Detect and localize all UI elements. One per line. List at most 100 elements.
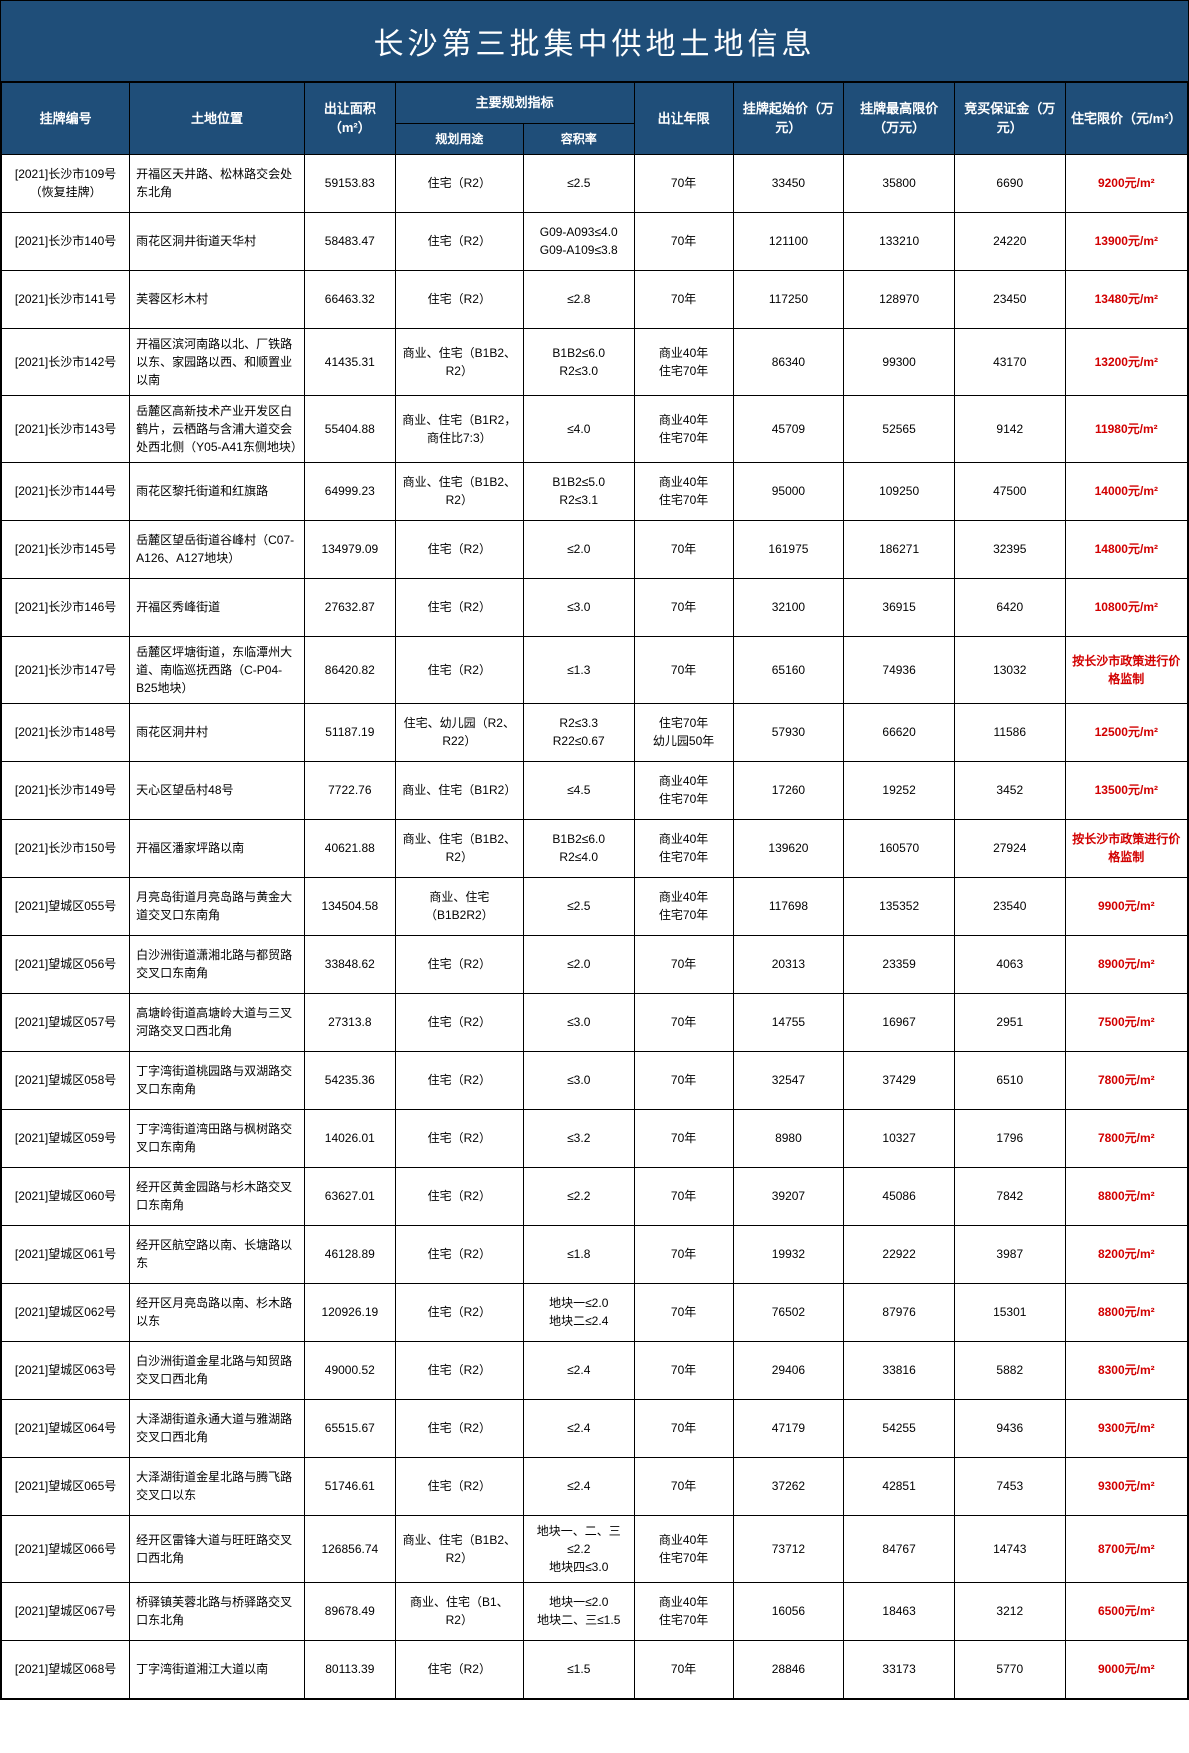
cell-area: 14026.01 — [304, 1109, 395, 1167]
cell-area: 89678.49 — [304, 1582, 395, 1640]
cell-term: 70年 — [634, 1225, 733, 1283]
cell-area: 49000.52 — [304, 1341, 395, 1399]
cell-id: [2021]望城区067号 — [2, 1582, 130, 1640]
cell-max: 109250 — [844, 462, 955, 520]
header-limit-price: 住宅限价（元/m²） — [1065, 83, 1187, 155]
cell-price: 8800元/m² — [1065, 1167, 1187, 1225]
table-row: [2021]望城区055号月亮岛街道月亮岛路与黄金大道交叉口东南角134504.… — [2, 877, 1188, 935]
cell-term: 商业40年住宅70年 — [634, 1582, 733, 1640]
cell-start: 65160 — [733, 636, 844, 703]
cell-term: 70年 — [634, 154, 733, 212]
cell-use: 商业、住宅（B1、R2） — [395, 1582, 523, 1640]
cell-id: [2021]长沙市141号 — [2, 270, 130, 328]
cell-use: 住宅（R2） — [395, 1225, 523, 1283]
cell-far: ≤3.0 — [523, 1051, 634, 1109]
cell-far: ≤2.4 — [523, 1399, 634, 1457]
cell-use: 住宅（R2） — [395, 1283, 523, 1341]
table-row: [2021]长沙市143号岳麓区高新技术产业开发区白鹤片，云栖路与含浦大道交会处… — [2, 395, 1188, 462]
cell-term: 70年 — [634, 1109, 733, 1167]
cell-max: 18463 — [844, 1582, 955, 1640]
cell-area: 80113.39 — [304, 1640, 395, 1698]
cell-location: 雨花区洞井街道天华村 — [130, 212, 305, 270]
cell-deposit: 3987 — [954, 1225, 1065, 1283]
cell-price: 13500元/m² — [1065, 761, 1187, 819]
header-location: 土地位置 — [130, 83, 305, 155]
cell-deposit: 6510 — [954, 1051, 1065, 1109]
cell-location: 雨花区洞井村 — [130, 703, 305, 761]
cell-location: 经开区雷锋大道与旺旺路交叉口西北角 — [130, 1515, 305, 1582]
header-use: 规划用途 — [395, 123, 523, 154]
cell-use: 商业、住宅（B1B2、R2） — [395, 1515, 523, 1582]
cell-price: 8300元/m² — [1065, 1341, 1187, 1399]
cell-deposit: 6420 — [954, 578, 1065, 636]
cell-deposit: 27924 — [954, 819, 1065, 877]
cell-term: 70年 — [634, 935, 733, 993]
cell-max: 66620 — [844, 703, 955, 761]
cell-price: 9000元/m² — [1065, 1640, 1187, 1698]
cell-location: 岳麓区高新技术产业开发区白鹤片，云栖路与含浦大道交会处西北侧（Y05-A41东侧… — [130, 395, 305, 462]
cell-price: 11980元/m² — [1065, 395, 1187, 462]
cell-location: 大泽湖街道永通大道与雅湖路交叉口西北角 — [130, 1399, 305, 1457]
cell-location: 天心区望岳村48号 — [130, 761, 305, 819]
cell-max: 42851 — [844, 1457, 955, 1515]
cell-term: 商业40年住宅70年 — [634, 328, 733, 395]
table-row: [2021]长沙市147号岳麓区坪塘街道，东临潭州大道、南临巡抚西路（C-P04… — [2, 636, 1188, 703]
cell-far: ≤1.8 — [523, 1225, 634, 1283]
cell-term: 70年 — [634, 636, 733, 703]
cell-location: 白沙洲街道潇湘北路与都贸路交叉口东南角 — [130, 935, 305, 993]
cell-max: 37429 — [844, 1051, 955, 1109]
cell-price: 9300元/m² — [1065, 1399, 1187, 1457]
cell-deposit: 43170 — [954, 328, 1065, 395]
cell-use: 住宅、幼儿园（R2、R22） — [395, 703, 523, 761]
cell-max: 135352 — [844, 877, 955, 935]
cell-price: 13480元/m² — [1065, 270, 1187, 328]
table-row: [2021]长沙市148号雨花区洞井村51187.19住宅、幼儿园（R2、R22… — [2, 703, 1188, 761]
cell-term: 70年 — [634, 520, 733, 578]
cell-max: 87976 — [844, 1283, 955, 1341]
cell-deposit: 9436 — [954, 1399, 1065, 1457]
cell-area: 27313.8 — [304, 993, 395, 1051]
cell-far: B1B2≤5.0R2≤3.1 — [523, 462, 634, 520]
cell-max: 23359 — [844, 935, 955, 993]
cell-deposit: 2951 — [954, 993, 1065, 1051]
cell-id: [2021]望城区059号 — [2, 1109, 130, 1167]
cell-far: ≤2.2 — [523, 1167, 634, 1225]
cell-price: 8900元/m² — [1065, 935, 1187, 993]
cell-start: 29406 — [733, 1341, 844, 1399]
cell-max: 35800 — [844, 154, 955, 212]
cell-location: 开福区秀峰街道 — [130, 578, 305, 636]
cell-start: 76502 — [733, 1283, 844, 1341]
cell-term: 70年 — [634, 1640, 733, 1698]
cell-max: 133210 — [844, 212, 955, 270]
cell-start: 33450 — [733, 154, 844, 212]
cell-id: [2021]长沙市145号 — [2, 520, 130, 578]
cell-deposit: 7453 — [954, 1457, 1065, 1515]
cell-term: 商业40年住宅70年 — [634, 1515, 733, 1582]
table-row: [2021]长沙市150号开福区潘家坪路以南40621.88商业、住宅（B1B2… — [2, 819, 1188, 877]
cell-use: 住宅（R2） — [395, 1399, 523, 1457]
cell-start: 121100 — [733, 212, 844, 270]
cell-max: 52565 — [844, 395, 955, 462]
cell-use: 住宅（R2） — [395, 993, 523, 1051]
cell-area: 46128.89 — [304, 1225, 395, 1283]
cell-price: 9200元/m² — [1065, 154, 1187, 212]
cell-max: 128970 — [844, 270, 955, 328]
cell-location: 月亮岛街道月亮岛路与黄金大道交叉口东南角 — [130, 877, 305, 935]
cell-term: 70年 — [634, 1167, 733, 1225]
cell-price: 7800元/m² — [1065, 1109, 1187, 1167]
cell-max: 36915 — [844, 578, 955, 636]
header-far: 容积率 — [523, 123, 634, 154]
cell-id: [2021]望城区066号 — [2, 1515, 130, 1582]
cell-far: B1B2≤6.0R2≤4.0 — [523, 819, 634, 877]
cell-start: 39207 — [733, 1167, 844, 1225]
cell-use: 住宅（R2） — [395, 212, 523, 270]
cell-price: 10800元/m² — [1065, 578, 1187, 636]
cell-start: 32100 — [733, 578, 844, 636]
cell-term: 70年 — [634, 212, 733, 270]
cell-area: 63627.01 — [304, 1167, 395, 1225]
cell-area: 120926.19 — [304, 1283, 395, 1341]
table-row: [2021]望城区058号丁字湾街道桃园路与双湖路交叉口东南角54235.36住… — [2, 1051, 1188, 1109]
cell-use: 住宅（R2） — [395, 1457, 523, 1515]
cell-start: 32547 — [733, 1051, 844, 1109]
cell-price: 按长沙市政策进行价格监制 — [1065, 636, 1187, 703]
